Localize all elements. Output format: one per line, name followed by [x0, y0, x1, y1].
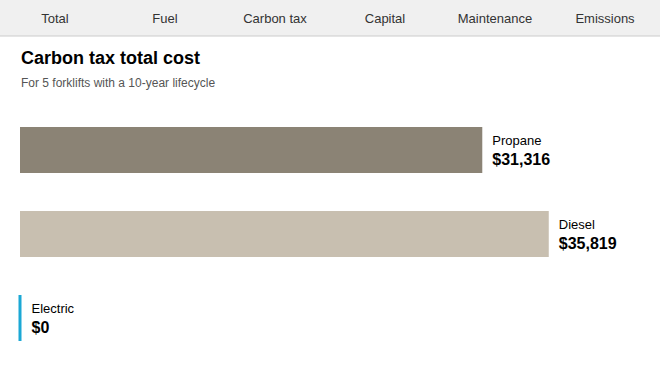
svg-text:$0: $0	[32, 319, 50, 336]
svg-text:$31,316: $31,316	[492, 151, 550, 168]
svg-text:$35,819: $35,819	[559, 235, 617, 252]
svg-text:Carbon tax total cost: Carbon tax total cost	[21, 48, 200, 68]
svg-text:Fuel: Fuel	[152, 11, 177, 26]
svg-text:Propane: Propane	[492, 133, 541, 148]
svg-text:Electric: Electric	[32, 301, 75, 316]
svg-text:Carbon tax: Carbon tax	[243, 11, 307, 26]
svg-text:For 5 forklifts with a 10-year: For 5 forklifts with a 10-year lifecycle	[21, 76, 215, 90]
svg-text:Capital: Capital	[365, 11, 406, 26]
svg-text:Maintenance: Maintenance	[458, 11, 532, 26]
svg-text:Total: Total	[41, 11, 69, 26]
svg-text:Diesel: Diesel	[559, 217, 595, 232]
svg-text:Emissions: Emissions	[575, 11, 635, 26]
